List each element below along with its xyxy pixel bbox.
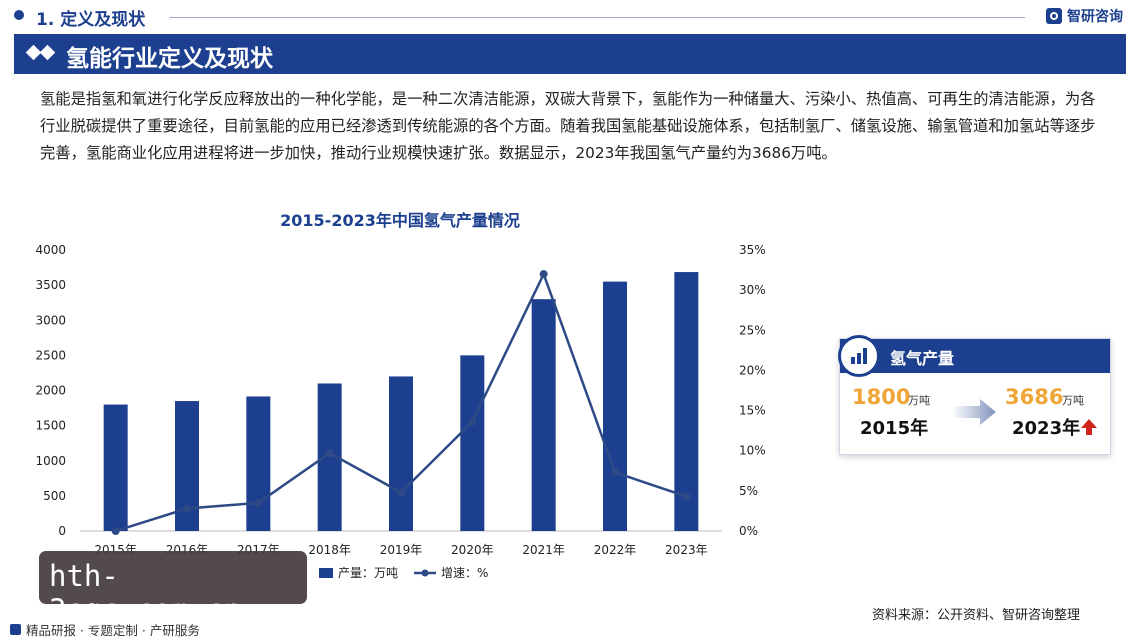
start-value: 1800: [852, 385, 911, 409]
y-right-tick-label: 5%: [739, 484, 758, 498]
growth-point: [539, 270, 548, 279]
x-tick-label: 2020年: [451, 543, 494, 557]
y-right-tick-label: 35%: [739, 243, 766, 257]
footer-text: 精品研报 · 专题定制 · 产研服务: [26, 623, 200, 638]
y-left-tick-label: 3000: [35, 313, 66, 327]
bar: [603, 281, 627, 531]
summary-card-label: 氢气产量: [890, 349, 955, 368]
growth-point: [183, 504, 191, 513]
banner-title: 氢能行业定义及现状: [66, 46, 273, 72]
start-year: 2015年: [860, 418, 929, 439]
y-left-tick-label: 1500: [35, 419, 66, 433]
section-bullet-icon: [14, 10, 24, 20]
x-tick-label: 2018年: [308, 543, 351, 557]
growth-point: [468, 417, 477, 426]
y-left-tick-label: 0: [58, 524, 66, 538]
chart-title: 2015-2023年中国氢气产量情况: [280, 211, 520, 230]
summary-card-header: 氢气产量: [838, 335, 1110, 377]
growth-point: [325, 449, 334, 458]
watermark-overlay: hth-3sgc.com.cn: [39, 551, 307, 627]
watermark-overlay-text: hth-3sgc.com.cn: [49, 559, 242, 627]
right-arrow-icon: [952, 399, 996, 425]
growth-point: [111, 527, 120, 535]
end-unit: 万吨: [1062, 394, 1084, 407]
x-tick-label: 2022年: [594, 543, 637, 557]
y-left-tick-label: 2500: [35, 348, 66, 362]
x-tick-label: 2021年: [522, 543, 565, 557]
source-note: 资料来源：公开资料、智研咨询整理: [872, 608, 1081, 623]
y-right-tick-label: 30%: [739, 283, 766, 297]
start-unit: 万吨: [908, 394, 930, 407]
brand-name: 智研咨询: [1067, 9, 1123, 25]
growth-point: [397, 488, 405, 497]
footer: 精品研报 · 专题定制 · 产研服务: [10, 620, 200, 639]
x-tick-label: 2019年: [380, 543, 423, 557]
legend-line-label: 增速：%: [441, 566, 488, 580]
header-divider: [170, 17, 1025, 18]
x-tick-label: 2023年: [665, 543, 708, 557]
growth-point: [682, 492, 691, 501]
brand-logo: 智研咨询: [1046, 6, 1123, 26]
growth-point: [611, 468, 619, 477]
y-left-tick-label: 2000: [35, 384, 66, 398]
intro-paragraph: 氢能是指氢和氧进行化学反应释放出的一种化学能，是一种二次清洁能源，双碳大背景下，…: [40, 90, 1096, 162]
top-bar: 1. 定义及现状 智研咨询: [0, 0, 1139, 34]
legend-line-marker: [421, 569, 429, 577]
legend-bar-swatch: [319, 568, 333, 578]
y-right-tick-label: 20%: [739, 363, 766, 377]
footer-logo-icon: [10, 624, 21, 635]
bar: [460, 355, 485, 531]
y-right-tick-label: 10%: [739, 444, 766, 458]
end-value: 3686: [1005, 385, 1064, 409]
y-right-tick-label: 15%: [739, 404, 766, 418]
bar: [531, 299, 556, 531]
diamond-icon: [39, 44, 56, 61]
summary-card: 氢气产量 1800 万吨 2015年 3686 万吨 2023年: [838, 335, 1111, 455]
growth-point: [254, 498, 263, 507]
bar: [103, 404, 128, 531]
up-arrow-icon: [1081, 419, 1097, 435]
y-left-tick-label: 3500: [35, 278, 66, 292]
end-year: 2023年: [1012, 418, 1081, 439]
section-label: 1. 定义及现状: [36, 10, 146, 30]
production-chart: 2015-2023年中国氢气产量情况 0 500 1000 1500 2000 2500 30…: [35, 211, 766, 580]
y-left-tick-label: 500: [43, 489, 66, 503]
bar: [674, 272, 699, 531]
y-right-tick-label: 25%: [739, 323, 766, 337]
y-left-tick-label: 1000: [35, 454, 66, 468]
bar: [246, 396, 271, 531]
y-right-tick-label: 0%: [739, 524, 758, 538]
bar: [389, 376, 413, 531]
title-banner: 氢能行业定义及现状: [14, 34, 1126, 74]
brand-logo-icon: [1046, 8, 1062, 24]
chart-badge-icon: [838, 335, 880, 377]
y-left-tick-label: 4000: [35, 243, 66, 257]
legend-bar-label: 产量：万吨: [338, 566, 398, 580]
